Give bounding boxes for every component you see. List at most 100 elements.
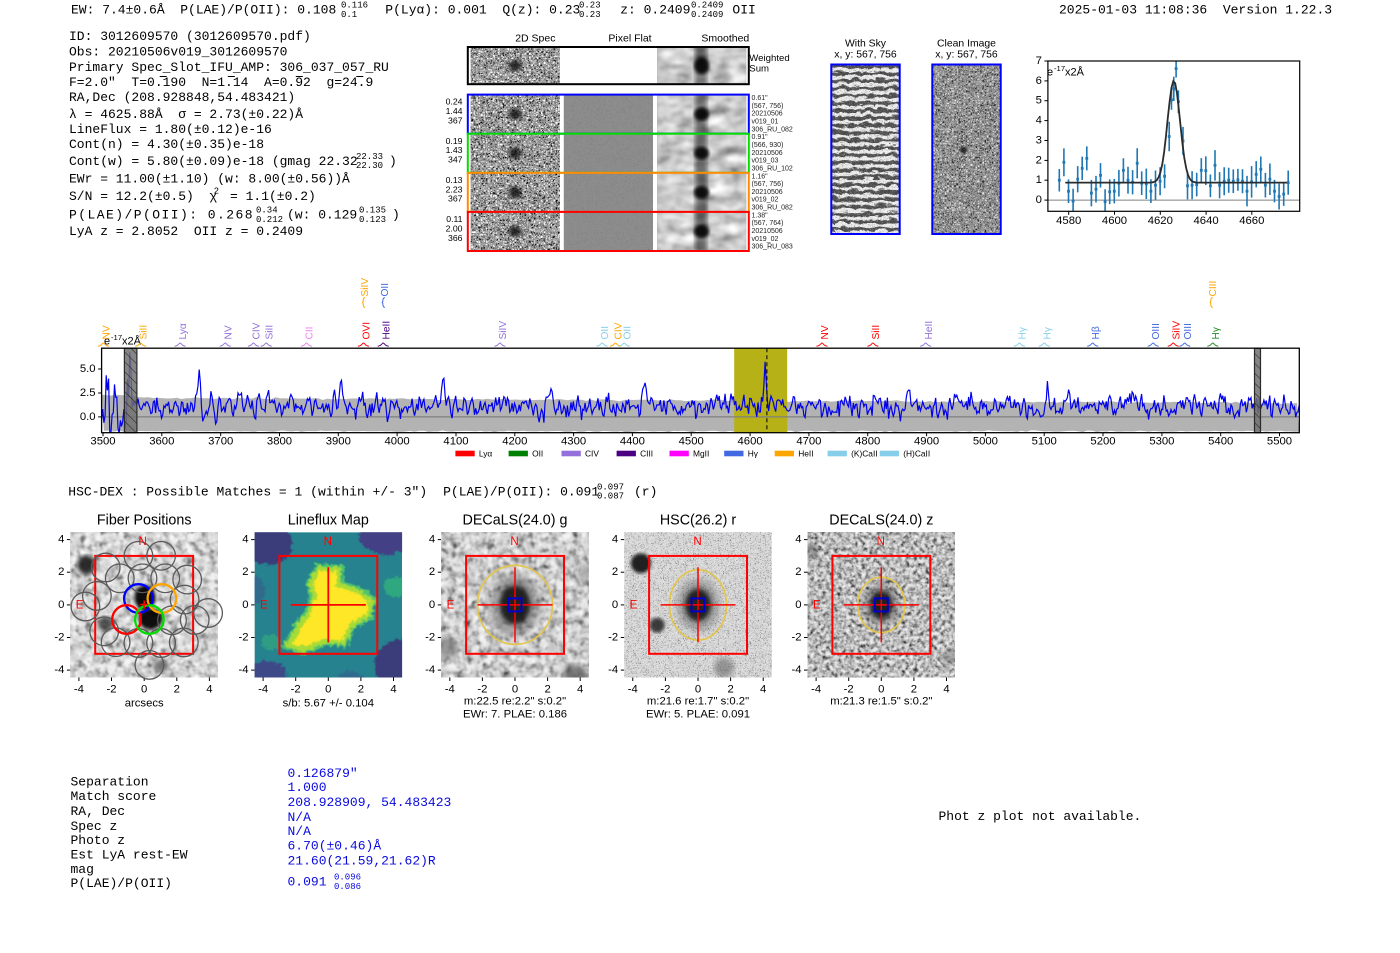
svg-text:e: e [1047,67,1053,79]
svg-text:OIII: OIII [1183,323,1194,339]
svg-text:Hγ: Hγ [1042,326,1053,339]
svg-text:OII: OII [600,326,611,340]
svg-text:-2: -2 [791,632,801,644]
svg-text:(K)CaII: (K)CaII [851,449,878,459]
svg-text:2.00: 2.00 [446,223,463,233]
svg-text:OII: OII [622,326,633,340]
svg-text:2: 2 [174,684,180,696]
svg-text:4: 4 [577,684,583,696]
svg-text:-2: -2 [608,632,618,644]
svg-text:v019_03: v019_03 [752,158,779,165]
svg-text:): ) [389,154,397,169]
svg-text:3600: 3600 [149,436,174,448]
svg-text:1.38": 1.38" [752,212,769,219]
svg-text:NV: NV [101,325,112,339]
svg-text:Smoothed: Smoothed [701,33,749,45]
svg-text:N: N [324,536,332,548]
svg-text:-4: -4 [239,664,249,676]
svg-text:306_RU_082: 306_RU_082 [752,126,793,133]
svg-text:v019_02: v019_02 [752,236,779,243]
svg-text:0: 0 [429,599,435,611]
svg-text:Spec z: Spec z [71,819,118,834]
svg-text:NV: NV [820,325,831,339]
svg-text:ID: 3012609570 (3012609570.pdf: ID: 3012609570 (3012609570.pdf) [69,29,311,44]
svg-text:x2Å: x2Å [1065,66,1085,79]
svg-text:DECaLS(24.0) z: DECaLS(24.0) z [829,513,933,529]
svg-text:4000: 4000 [385,436,410,448]
svg-text:Cont(n) = 4.30(±0.35)e-18: Cont(n) = 4.30(±0.35)e-18 [69,137,264,152]
svg-text:0.116: 0.116 [341,1,368,11]
svg-text:N/A: N/A [288,824,312,839]
svg-text:m:21.3 re:1.5" s:0.2": m:21.3 re:1.5" s:0.2" [830,696,932,708]
svg-text:0.086: 0.086 [334,882,361,892]
svg-text:3500: 3500 [90,436,115,448]
svg-text:4: 4 [242,534,248,546]
svg-text:SiIV: SiIV [498,321,509,340]
svg-text:0.34: 0.34 [256,206,278,216]
svg-text:-4: -4 [608,664,618,676]
svg-text:-4: -4 [258,684,268,696]
svg-text:0.126879": 0.126879" [288,766,358,781]
svg-text:s/b: 5.67 +/- 0.104: s/b: 5.67 +/- 0.104 [283,697,374,709]
svg-text:0: 0 [795,599,801,611]
svg-text:-4: -4 [54,664,64,676]
svg-text:-2: -2 [425,632,435,644]
svg-text:Hγ: Hγ [1211,326,1222,339]
svg-text:4500: 4500 [679,436,704,448]
svg-text:Separation: Separation [71,775,149,790]
svg-text:0: 0 [141,684,147,696]
svg-text:2: 2 [429,566,435,578]
svg-text:4300: 4300 [561,436,586,448]
svg-text:4660: 4660 [1239,215,1264,227]
svg-text:2D Spec: 2D Spec [515,33,555,45]
svg-text:5300: 5300 [1149,436,1174,448]
svg-text:LyA z = 2.8052 OII z = 0.2409: LyA z = 2.8052 OII z = 0.2409 [69,224,303,239]
svg-text:MgII: MgII [693,449,709,459]
svg-text:= 1.1(±0.2): = 1.1(±0.2) [222,189,316,204]
svg-text:Est LyA rest-EW: Est LyA rest-EW [71,848,188,863]
svg-text:4: 4 [429,534,435,546]
svg-text:-17: -17 [111,333,122,342]
svg-text:347: 347 [448,155,463,165]
svg-text:0.24: 0.24 [446,97,463,107]
svg-text:5: 5 [1036,95,1042,107]
svg-text:20210506: 20210506 [752,111,783,118]
svg-text:HeII: HeII [924,321,935,340]
svg-text:0.135: 0.135 [359,206,386,216]
svg-text:P(LAE)/P(OII): 0.268: P(LAE)/P(OII): 0.268 [69,208,254,223]
svg-text:0: 0 [242,599,248,611]
svg-text:Weighted: Weighted [749,53,789,64]
svg-text:Fiber Positions: Fiber Positions [97,513,192,529]
svg-text:1.43: 1.43 [446,145,463,155]
svg-text:E: E [76,600,84,612]
svg-text:S/N = 12.2(±0.5) χ: S/N = 12.2(±0.5) χ [69,189,217,204]
svg-text:366: 366 [448,233,463,243]
svg-text:3700: 3700 [208,436,233,448]
svg-text:4: 4 [206,684,212,696]
svg-text:-2: -2 [54,632,64,644]
svg-text:OII: OII [380,283,391,297]
svg-text:HeII: HeII [381,321,392,340]
svg-text:NV: NV [223,325,234,339]
svg-text:E: E [813,600,821,612]
svg-text:-4: -4 [445,684,455,696]
svg-text:OII: OII [732,3,755,18]
svg-text:CIV: CIV [614,322,625,339]
svg-text:0.091: 0.091 [288,875,327,890]
svg-text:-2: -2 [291,684,301,696]
svg-text:0.61": 0.61" [752,95,769,102]
svg-text:4: 4 [612,534,618,546]
svg-text:SiII: SiII [139,325,150,340]
svg-text:OIII: OIII [1151,323,1162,339]
svg-text:5500: 5500 [1267,436,1292,448]
svg-text:22.30: 22.30 [356,161,383,171]
svg-text:4: 4 [760,684,766,696]
svg-text:208.928909, 54.483423: 208.928909, 54.483423 [288,795,452,810]
svg-text:Phot z plot not available.: Phot z plot not available. [939,809,1142,824]
svg-text:2: 2 [544,684,550,696]
svg-text:m:21.6 re:1.7" s:0.2": m:21.6 re:1.7" s:0.2" [647,696,749,708]
svg-text:(H)CaII: (H)CaII [903,449,930,459]
svg-text:With Sky: With Sky [845,39,887,50]
svg-text:0.2409: 0.2409 [691,1,723,11]
svg-text:DECaLS(24.0) g: DECaLS(24.0) g [463,513,568,529]
